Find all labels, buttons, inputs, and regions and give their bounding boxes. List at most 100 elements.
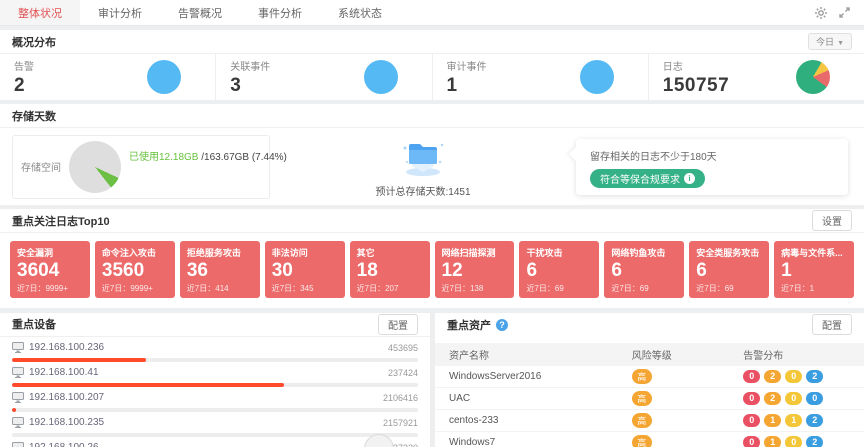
monitor-icon [12, 417, 24, 429]
monitor-icon [12, 342, 24, 354]
device-bar [12, 382, 418, 387]
stat-correlated-label: 关联事件 [230, 61, 271, 73]
tab-overall-status[interactable]: 整体状况 [0, 0, 80, 25]
top10-title: 重点关注日志Top10 [12, 215, 110, 228]
device-row[interactable]: 192.168.100.235 2157921 [12, 416, 418, 437]
storage-days-block: 预计总存储天数:1451 [270, 136, 576, 198]
info-icon: i [684, 172, 695, 184]
table-row[interactable]: centos-233 高 0 1 1 2 [435, 409, 864, 432]
stat-alarm-label: 告警 [14, 61, 34, 73]
stat-logs-label: 日志 [662, 61, 683, 73]
storage-usage-text: 已使用12.18GB /163.67GB (7.44%) [129, 148, 287, 163]
top10-card-cmd-injection[interactable]: 命令注入攻击 3560 近7日：9999+ [94, 241, 175, 298]
alarm-badge-medium: 0 [785, 391, 803, 405]
device-bar [12, 407, 418, 412]
audit-donut-chart [579, 60, 614, 94]
top10-cards: 安全漏洞 3604 近7日：9999+ 命令注入攻击 3560 近7日：9999… [0, 233, 864, 308]
alarm-badge-critical: 0 [743, 435, 761, 447]
tab-alarm-overview[interactable]: 告警概况 [178, 7, 222, 20]
top10-card-service-attack[interactable]: 安全类服务攻击 6 近7日：69 [689, 241, 770, 298]
help-icon[interactable]: ? [496, 318, 508, 331]
logs-pie-chart [796, 60, 830, 94]
storage-space-box: 存储空间 已使用12.18GB /163.67GB (7.44%) [12, 134, 287, 199]
alarm-badge-medium: 0 [785, 369, 803, 383]
chevron-down-icon: ▼ [837, 40, 844, 47]
retention-note: 留存相关的日志不少于180天 [590, 151, 717, 163]
top10-settings-button[interactable]: 设置 [812, 210, 852, 231]
stat-audit-events: 审计事件 1 [433, 54, 649, 100]
tab-system-status[interactable]: 系统状态 [338, 7, 382, 20]
gear-icon[interactable] [815, 6, 827, 19]
top10-card-illegal-access[interactable]: 非法访问 30 近7日：345 [264, 241, 345, 298]
folder-icon [396, 136, 450, 180]
top-nav: 整体状况 审计分析 告警概况 事件分析 系统状态 [0, 0, 864, 26]
correlated-donut-chart [363, 60, 398, 94]
alarm-badge-low: 2 [806, 435, 824, 447]
alarm-donut-chart [147, 60, 182, 94]
top10-section: 重点关注日志Top10 设置 安全漏洞 3604 近7日：9999+ 命令注入攻… [0, 209, 864, 308]
assets-config-button[interactable]: 配置 [812, 314, 852, 336]
stat-correlated-value: 3 [230, 74, 242, 96]
tab-event-analysis[interactable]: 事件分析 [258, 7, 302, 20]
col-asset-name: 资产名称 [435, 342, 624, 366]
top10-card-scan-probe[interactable]: 网络扫描探测 12 近7日：138 [434, 241, 515, 298]
top10-card-interference[interactable]: 干扰攻击 6 近7日：69 [519, 241, 600, 298]
risk-badge: 高 [631, 434, 652, 447]
device-row[interactable]: 192.168.100.26 837320 [12, 441, 418, 447]
overview-title: 概况分布 [12, 36, 56, 49]
stat-alarm-value: 2 [14, 74, 26, 96]
risk-badge: 高 [631, 412, 652, 428]
device-bar [12, 432, 418, 437]
nav-spacer [400, 0, 815, 25]
alarm-badge-high: 2 [764, 369, 782, 383]
stat-correlated-events: 关联事件 3 [216, 54, 433, 100]
alarm-badge-high: 1 [764, 435, 782, 447]
tab-audit-analysis[interactable]: 审计分析 [98, 7, 142, 20]
assets-table: 资产名称 风险等级 告警分布 WindowsServer2016 高 0 2 0… [435, 342, 864, 447]
top10-card-virus-file[interactable]: 病毒与文件系... 1 近7日：1 [774, 241, 855, 298]
risk-badge: 高 [631, 368, 652, 384]
table-row[interactable]: WindowsServer2016 高 0 2 0 2 [435, 365, 864, 388]
device-row[interactable]: 192.168.100.207 2106416 [12, 391, 418, 412]
monitor-icon [12, 392, 24, 404]
col-risk-level: 风险等级 [623, 342, 736, 366]
device-list: 192.168.100.236 453695 192.168.100.41 23… [0, 337, 430, 447]
alarm-badge-critical: 0 [743, 413, 761, 427]
device-row[interactable]: 192.168.100.236 453695 [12, 341, 418, 362]
devices-title: 重点设备 [12, 319, 56, 332]
devices-config-button[interactable]: 配置 [378, 313, 418, 335]
device-bar [12, 357, 418, 362]
top10-card-security-vuln[interactable]: 安全漏洞 3604 近7日：9999+ [10, 241, 90, 298]
alarm-badge-critical: 0 [743, 369, 761, 383]
alarm-badge-medium: 1 [785, 413, 803, 427]
alarm-badge-critical: 0 [743, 391, 761, 405]
alarm-badge-high: 2 [764, 391, 782, 405]
top10-card-phishing[interactable]: 网络钓鱼攻击 6 近7日：69 [604, 241, 685, 298]
monitor-icon [12, 442, 24, 447]
alarm-badge-low: 2 [806, 413, 824, 427]
overview-section: 概况分布 今日 ▼ 告警 2 关联事件 3 审计事件 1 日志 150757 [0, 30, 864, 100]
compliance-badge[interactable]: 符合等保合规要求 i [590, 168, 705, 188]
fullscreen-icon[interactable] [839, 7, 850, 18]
key-devices-section: 重点设备 配置 192.168.100.236 453695 192.168.1… [0, 312, 430, 447]
alarm-badge-low: 2 [806, 369, 824, 383]
estimated-storage-days: 预计总存储天数:1451 [375, 186, 471, 198]
date-range-dropdown[interactable]: 今日 ▼ [808, 33, 852, 50]
stat-audit-value: 1 [446, 74, 458, 96]
stat-audit-label: 审计事件 [446, 61, 487, 73]
table-row[interactable]: UAC 高 0 2 0 0 [435, 387, 864, 410]
storage-total-text: /163.67GB (7.44%) [198, 151, 287, 163]
stat-logs: 日志 150757 [649, 54, 864, 100]
storage-space-label: 存储空间 [21, 163, 61, 174]
top10-card-other[interactable]: 其它 18 近7日：207 [349, 241, 430, 298]
compliance-note-card: 留存相关的日志不少于180天 符合等保合规要求 i [576, 138, 848, 195]
device-row[interactable]: 192.168.100.41 237424 [12, 366, 418, 387]
assets-title: 重点资产 [447, 319, 491, 332]
col-alarm-distribution: 告警分布 [735, 342, 864, 366]
storage-pie-chart [69, 140, 121, 193]
top10-card-dos[interactable]: 拒绝服务攻击 36 近7日：414 [179, 241, 260, 298]
storage-section: 存储天数 存储空间 已使用12.18GB /163.67GB (7.44%) 预 [0, 104, 864, 205]
table-row[interactable]: Windows7 高 0 1 0 2 [435, 431, 864, 447]
stat-logs-value: 150757 [662, 74, 730, 96]
monitor-icon [12, 367, 24, 379]
